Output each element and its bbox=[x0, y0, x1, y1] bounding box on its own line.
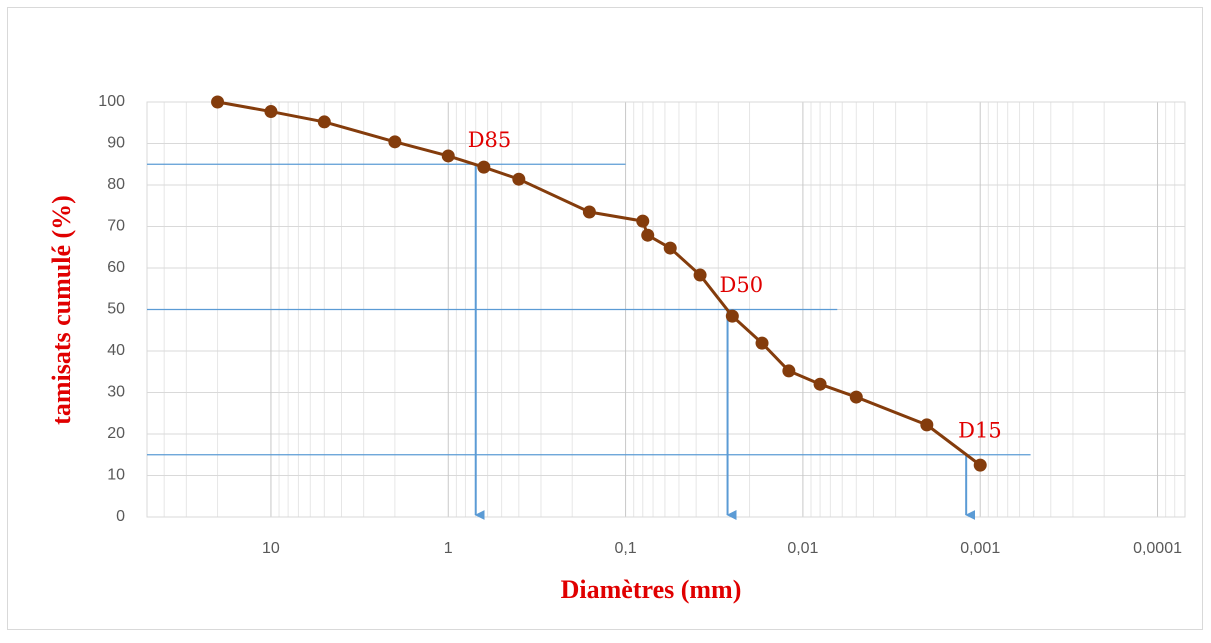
y-tick-label: 80 bbox=[107, 176, 125, 193]
data-point bbox=[211, 95, 225, 109]
data-point bbox=[663, 241, 677, 255]
y-tick-label: 60 bbox=[107, 259, 125, 276]
data-point bbox=[388, 135, 402, 149]
x-axis-title: Diamètres (mm) bbox=[561, 575, 742, 604]
data-point bbox=[441, 149, 455, 163]
data-point bbox=[512, 172, 526, 186]
data-point bbox=[264, 105, 278, 119]
y-tick-label: 10 bbox=[107, 467, 125, 484]
x-tick-label: 10 bbox=[262, 540, 280, 557]
y-tick-label: 40 bbox=[107, 342, 125, 359]
x-tick-label: 0,001 bbox=[960, 540, 1000, 557]
y-tick-label: 50 bbox=[107, 301, 125, 318]
data-point bbox=[849, 390, 863, 404]
x-tick-label: 0,1 bbox=[614, 540, 636, 557]
data-point bbox=[755, 336, 769, 350]
y-tick-label: 20 bbox=[107, 425, 125, 442]
data-point bbox=[693, 268, 707, 282]
data-point bbox=[636, 214, 650, 228]
y-tick-label: 30 bbox=[107, 384, 125, 401]
data-point bbox=[725, 309, 739, 323]
reference-label: D15 bbox=[958, 418, 1002, 442]
y-tick-label: 90 bbox=[107, 135, 125, 152]
y-tick-label: 0 bbox=[116, 508, 125, 525]
data-point bbox=[813, 377, 827, 391]
data-point bbox=[920, 418, 934, 432]
x-tick-label: 0,0001 bbox=[1133, 540, 1182, 557]
data-point bbox=[582, 205, 596, 219]
y-tick-label: 70 bbox=[107, 218, 125, 235]
x-tick-label: 0,01 bbox=[787, 540, 818, 557]
y-tick-label: 100 bbox=[98, 93, 125, 110]
data-point bbox=[782, 364, 796, 378]
reference-label: D85 bbox=[468, 128, 512, 152]
chart-border bbox=[7, 7, 1203, 630]
data-point bbox=[973, 458, 987, 472]
data-point bbox=[641, 228, 655, 242]
x-tick-label: 1 bbox=[444, 540, 453, 557]
y-axis-title: tamisats cumulé (%) bbox=[47, 195, 76, 425]
data-point bbox=[477, 160, 491, 174]
reference-label: D50 bbox=[720, 273, 764, 297]
data-point bbox=[317, 115, 331, 129]
